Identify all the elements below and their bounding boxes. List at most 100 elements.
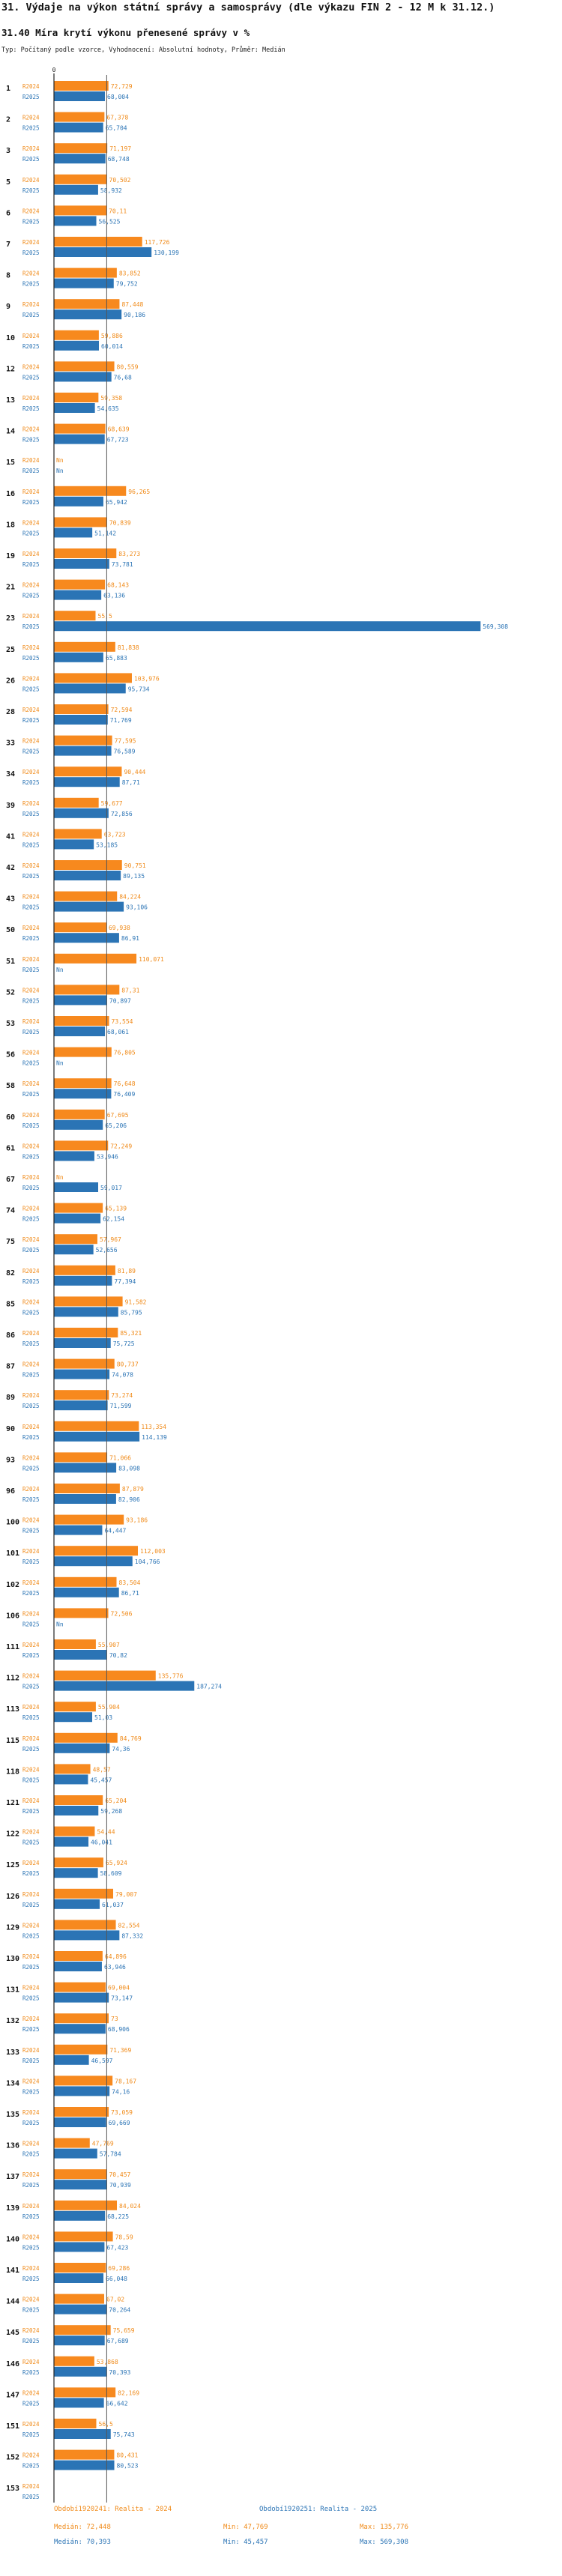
category-label: 34 (6, 770, 15, 778)
series-label-2024: R2024 (22, 2265, 40, 2272)
bar-2024 (54, 1140, 109, 1151)
series-label-2024: R2024 (22, 1517, 40, 1524)
series-label-2025: R2025 (22, 374, 40, 381)
category-label: 3 (6, 147, 10, 155)
bar-2024 (54, 1514, 124, 1525)
category-label: 100 (6, 1519, 19, 1527)
series-label-2025: R2025 (22, 2431, 40, 2438)
value-label-2025: Nn (56, 1621, 64, 1627)
value-label-2025: 51,03 (94, 1714, 112, 1721)
bar-2025 (54, 1245, 94, 1255)
value-label-2024: 69,286 (108, 2265, 130, 2272)
value-label-2024: 63,723 (104, 831, 126, 838)
bar-2024 (54, 205, 107, 216)
value-label-2024: 83,273 (118, 551, 140, 557)
bar-2025 (54, 839, 94, 850)
value-label-2024: 73,059 (111, 2109, 133, 2116)
series-label-2024: R2024 (22, 1610, 40, 1617)
value-label-2024: 57,967 (100, 1236, 121, 1243)
value-label-2025: 61,037 (102, 1902, 124, 1908)
category-label: 50 (6, 926, 15, 934)
series-label-2025: R2025 (22, 2058, 40, 2064)
series-label-2024: R2024 (22, 1174, 40, 1181)
bar-2025 (54, 1587, 119, 1597)
series-label-2024: R2024 (22, 301, 40, 308)
bar-2025 (54, 1027, 106, 1036)
series-label-2024: R2024 (22, 270, 40, 277)
bar-2024 (54, 1546, 139, 1556)
category-label: 60 (6, 1113, 15, 1122)
bar-2024 (54, 1109, 105, 1119)
value-label-2024: 69,004 (108, 1985, 130, 1992)
series-label-2025: R2025 (22, 94, 40, 100)
bar-2025 (54, 2180, 107, 2190)
bar-2024 (54, 1016, 109, 1026)
series-label-2024: R2024 (22, 426, 40, 433)
bar-2025 (54, 683, 126, 694)
series-label-2024: R2024 (22, 395, 40, 402)
series-label-2025: R2025 (22, 2151, 40, 2158)
value-label-2025: 73,147 (111, 1995, 133, 2002)
bar-2024 (54, 486, 127, 496)
value-label-2025: 95,734 (128, 686, 150, 692)
series-label-2024: R2024 (22, 208, 40, 214)
value-label-2024: 68,639 (108, 426, 130, 433)
value-label-2024: 78,59 (115, 2234, 133, 2240)
value-label-2024: 70,502 (109, 177, 131, 184)
bar-2024 (54, 1826, 95, 1836)
series-label-2025: R2025 (22, 1247, 40, 1254)
series-label-2024: R2024 (22, 145, 40, 152)
value-label-2025: 71,769 (110, 717, 132, 724)
series-label-2024: R2024 (22, 2483, 40, 2490)
value-label-2024: 70,839 (109, 519, 131, 526)
bar-2025 (54, 1089, 112, 1099)
value-label-2025: 57,784 (100, 2151, 121, 2158)
bar-2024 (54, 2107, 109, 2117)
value-label-2025: 80,523 (117, 2463, 139, 2470)
value-label-2024: 70,457 (109, 2171, 130, 2178)
series-label-2025: R2025 (22, 1777, 40, 1783)
series-label-2025: R2025 (22, 2276, 40, 2282)
value-label-2024: 135,776 (158, 1673, 184, 1680)
value-label-2025: 68,004 (107, 94, 129, 100)
series-label-2024: R2024 (22, 1424, 40, 1430)
series-label-2025: R2025 (22, 2463, 40, 2470)
series-label-2025: R2025 (22, 935, 40, 942)
bar-2025 (54, 309, 122, 320)
bar-2024 (54, 112, 105, 122)
value-label-2024: 69,938 (109, 925, 130, 931)
category-label: 129 (6, 1923, 19, 1932)
series-label-2025: R2025 (22, 1714, 40, 1721)
category-label: 118 (6, 1768, 19, 1776)
series-label-2024: R2024 (22, 1018, 40, 1025)
value-label-2025: 70,82 (109, 1652, 127, 1659)
value-label-2025: 74,16 (112, 2088, 130, 2095)
series-label-2025: R2025 (22, 1652, 40, 1659)
chart-subtitle: Typ: Počítaný podle vzorce, Vyhodnocení:… (1, 46, 285, 54)
bar-2024 (54, 1328, 118, 1337)
series-label-2025: R2025 (22, 156, 40, 163)
category-label: 90 (6, 1425, 15, 1433)
value-label-2024: 70,11 (109, 208, 127, 214)
series-label-2025: R2025 (22, 1839, 40, 1846)
bar-2025 (54, 1962, 102, 1971)
series-label-2024: R2024 (22, 675, 40, 682)
category-label: 53 (6, 1020, 15, 1028)
series-label-2025: R2025 (22, 1558, 40, 1565)
value-label-2024: 85,321 (120, 1330, 142, 1337)
series-label-2025: R2025 (22, 623, 40, 630)
series-label-2024: R2024 (22, 239, 40, 246)
series-label-2024: R2024 (22, 800, 40, 807)
series-label-2024: R2024 (22, 1330, 40, 1337)
value-label-2024: 55,907 (98, 1642, 120, 1648)
series-label-2024: R2024 (22, 115, 40, 121)
bar-2024 (54, 922, 106, 933)
value-label-2025: 63,946 (104, 1964, 126, 1971)
bar-2024 (54, 1390, 109, 1400)
series-label-2024: R2024 (22, 644, 40, 651)
series-label-2025: R2025 (22, 779, 40, 786)
bar-2024 (54, 2075, 113, 2086)
series-label-2025: R2025 (22, 187, 40, 194)
bar-2025 (54, 2086, 110, 2096)
value-label-2024: 73,274 (111, 1392, 133, 1399)
